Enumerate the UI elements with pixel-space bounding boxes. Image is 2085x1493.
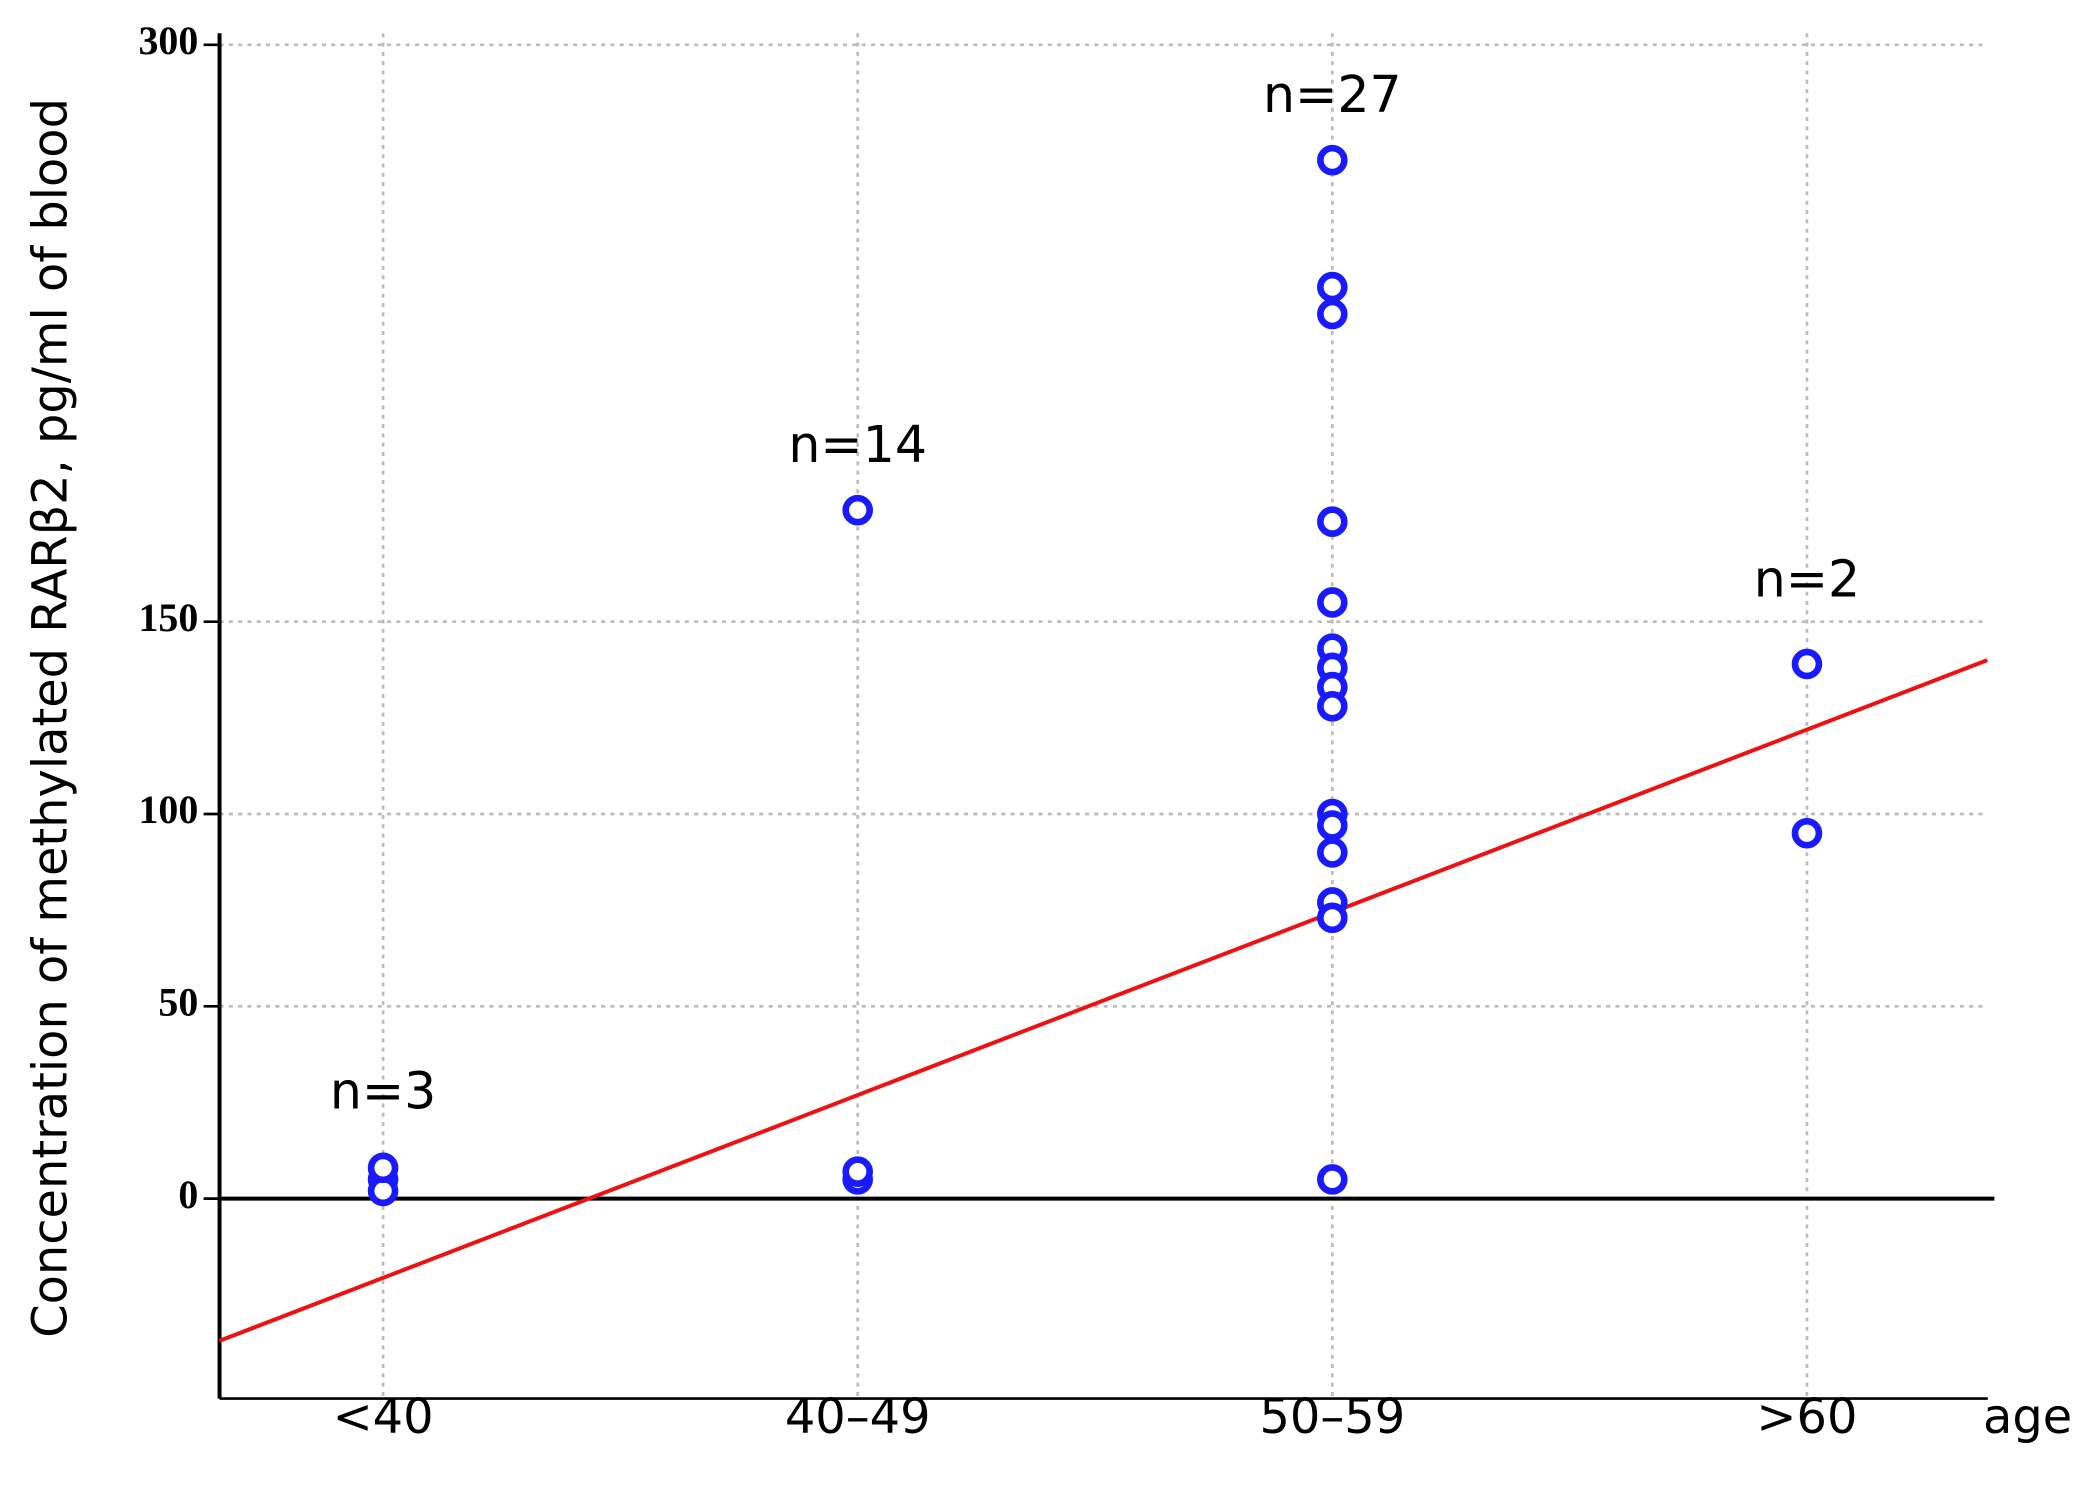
data-point [1317, 298, 1348, 330]
data-point [1791, 648, 1823, 680]
annotation: n=2 [1754, 550, 1860, 609]
data-point [1317, 691, 1348, 722]
y-tick-label: 0 [178, 1172, 198, 1217]
data-point [1317, 902, 1348, 934]
data-point [1317, 587, 1348, 618]
y-tick-label: 150 [138, 595, 198, 640]
y-axis-label: Concentration of methylated RARβ2, pg/ml… [23, 98, 78, 1338]
annotation: n=27 [1263, 65, 1402, 124]
x-axis-label: age [1983, 1390, 2072, 1445]
data-point [367, 1152, 399, 1184]
y-tick-label: 50 [158, 979, 198, 1024]
data-point [1317, 271, 1348, 303]
annotation: n=14 [788, 415, 927, 474]
data-point [1317, 1164, 1348, 1195]
data-point [1317, 144, 1348, 176]
data-point [1317, 837, 1348, 868]
y-tick-label: 300 [138, 18, 198, 63]
data-point [842, 1156, 873, 1187]
trend-line [218, 658, 1989, 1343]
data-point [1791, 817, 1823, 849]
data-point [842, 494, 873, 526]
data-point [1317, 810, 1348, 841]
data-point [1317, 506, 1348, 537]
y-tick-label: 100 [138, 787, 198, 832]
annotation: n=3 [330, 1061, 436, 1120]
